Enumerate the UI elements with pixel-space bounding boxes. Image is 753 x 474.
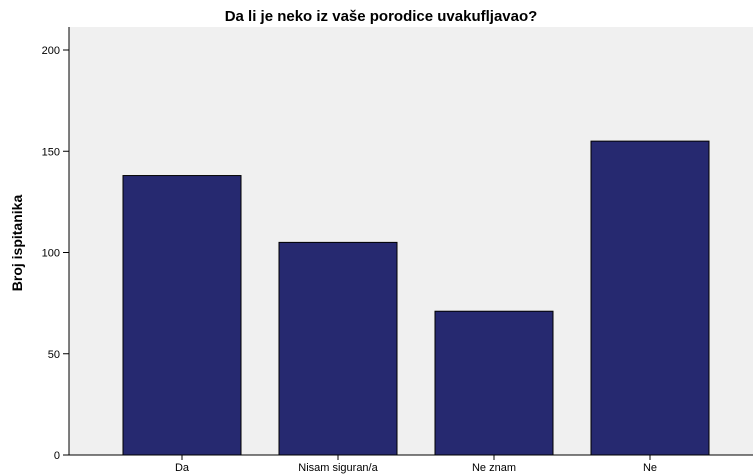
- bar-1: [278, 241, 398, 456]
- x-tick-label-3: Ne: [643, 462, 657, 474]
- chart-title: Da li je neko iz vaše porodice uvakuflja…: [225, 8, 538, 25]
- y-tick-label-2: 100: [42, 248, 60, 260]
- axes: [68, 27, 753, 456]
- x-tick-label-0: Da: [175, 462, 190, 474]
- x-axis-ticks: Da Nisam siguran/a Ne znam Ne: [175, 455, 657, 474]
- y-tick-label-4: 200: [42, 45, 60, 57]
- y-tick-label-1: 50: [48, 349, 60, 361]
- y-tick-label-3: 150: [42, 146, 60, 158]
- bars: [122, 140, 710, 456]
- bar-2: [434, 310, 554, 456]
- y-tick-label-0: 0: [54, 450, 60, 462]
- bar-0: [122, 175, 242, 456]
- y-axis-label: Broj ispitanika: [9, 195, 25, 292]
- bar-3: [590, 140, 710, 456]
- x-tick-label-2: Ne znam: [472, 462, 516, 474]
- y-axis-ticks: 0 50 100 150 200: [42, 45, 69, 462]
- x-tick-label-1: Nisam siguran/a: [298, 462, 378, 474]
